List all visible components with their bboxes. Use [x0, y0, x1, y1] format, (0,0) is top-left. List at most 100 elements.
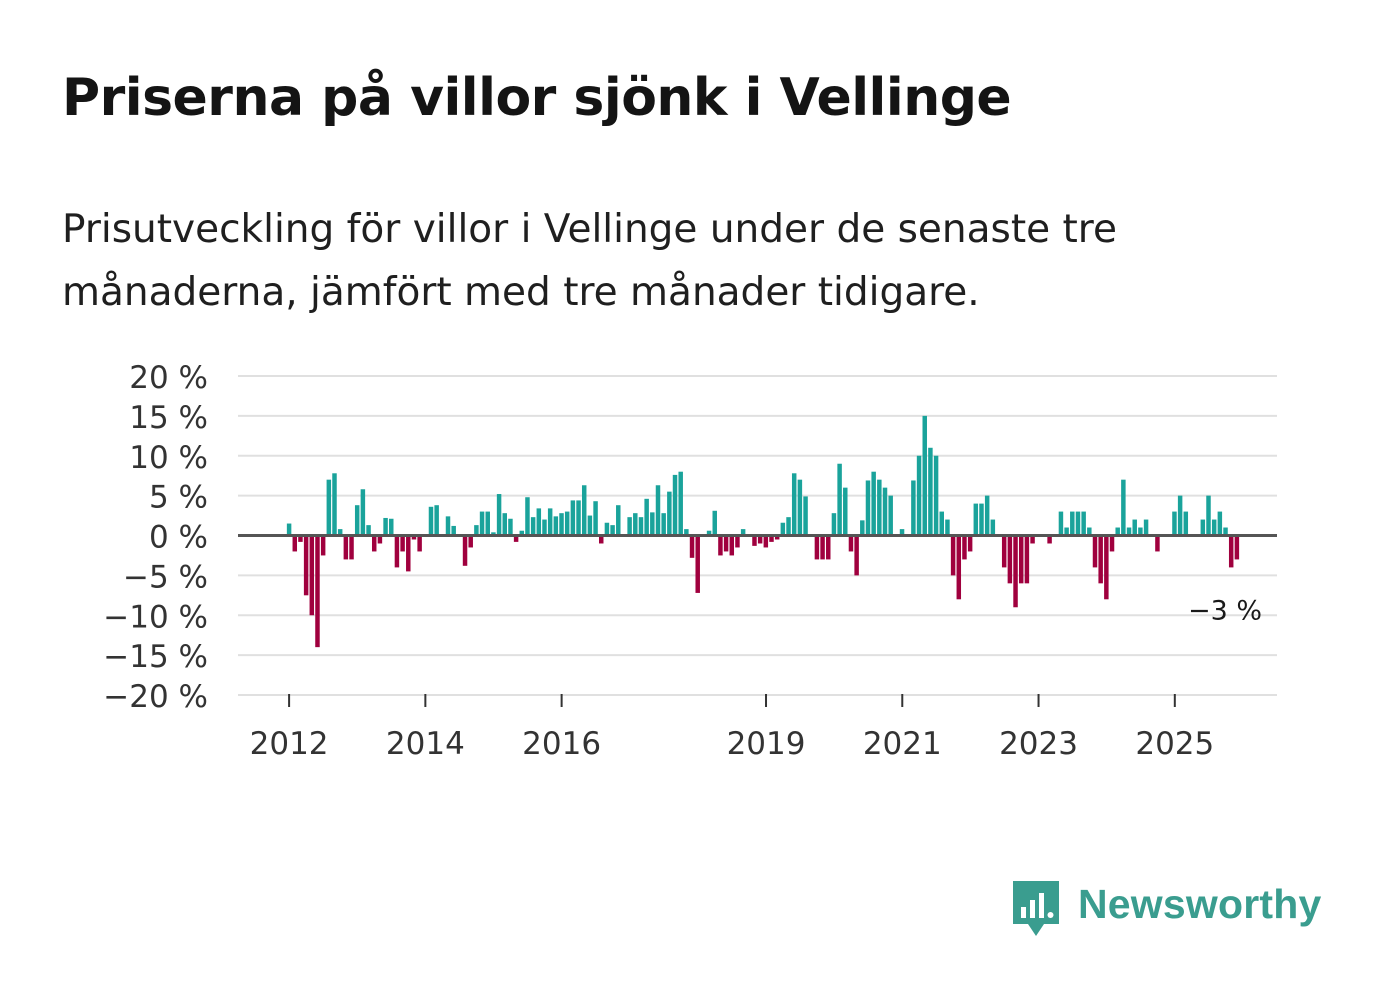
chart-title: Priserna på villor sjönk i Vellinge: [62, 68, 1012, 128]
bar-negative: [599, 535, 604, 544]
bar-positive: [984, 495, 990, 536]
bar-positive: [496, 494, 502, 536]
bar-positive: [1081, 511, 1086, 536]
bar-negative: [1007, 535, 1013, 584]
y-tick-label: −15 %: [103, 639, 208, 675]
bar-negative: [1155, 535, 1160, 552]
y-tick-label: 20 %: [129, 360, 208, 396]
bar-positive: [445, 516, 451, 536]
bar-positive: [638, 517, 644, 536]
bar-positive: [672, 474, 678, 536]
bar-positive: [1143, 519, 1149, 536]
bar-positive: [791, 473, 797, 536]
bar-negative: [735, 535, 740, 548]
bar-positive: [979, 503, 984, 536]
bar-positive: [644, 498, 649, 536]
bar-negative: [1047, 535, 1052, 544]
bar-negative: [1228, 535, 1234, 568]
bar-positive: [928, 447, 933, 536]
bar-positive: [1087, 527, 1092, 536]
y-tick-label: 10 %: [129, 440, 208, 476]
bar-positive: [916, 455, 922, 536]
bar-positive: [712, 510, 717, 536]
bar-positive: [1115, 527, 1120, 536]
bar-negative: [962, 535, 967, 560]
bar-negative: [406, 535, 411, 572]
bar-positive: [1211, 519, 1217, 536]
bar-positive: [332, 473, 337, 536]
bar-positive: [337, 529, 343, 536]
x-tick-label: 2014: [386, 726, 465, 762]
bar-positive: [366, 525, 371, 536]
bar-negative: [298, 535, 303, 542]
bar-negative: [956, 535, 962, 600]
bar-negative: [689, 535, 695, 558]
bar-negative: [718, 535, 723, 556]
bar-positive: [684, 529, 689, 536]
bar-negative: [1013, 535, 1018, 608]
bar-negative: [820, 535, 825, 560]
bar-positive: [610, 525, 615, 536]
bar-negative: [292, 535, 298, 552]
bar-positive: [360, 489, 366, 536]
x-tick-label: 2021: [863, 726, 942, 762]
x-tick-label: 2016: [522, 726, 601, 762]
bar-positive: [1058, 511, 1064, 536]
bar-positive: [485, 511, 490, 536]
bar-positive: [1177, 495, 1183, 536]
brand-name: Newsworthy: [1078, 881, 1322, 927]
bar-positive: [286, 523, 292, 536]
bar-positive: [1200, 519, 1206, 536]
bar-positive: [479, 511, 485, 536]
bar-positive: [797, 479, 803, 536]
bar-positive: [389, 518, 394, 536]
bar-positive: [780, 522, 786, 536]
bar-negative: [723, 535, 729, 552]
bar-negative: [854, 535, 859, 576]
x-tick-label: 2025: [1135, 726, 1214, 762]
bar-positive: [604, 522, 610, 536]
bar-positive: [678, 471, 683, 536]
bar-negative: [967, 535, 973, 552]
bar-negative: [729, 535, 735, 556]
bar-positive: [451, 525, 456, 536]
bar-positive: [1183, 511, 1189, 536]
bar-negative: [1018, 535, 1024, 584]
bar-positive: [502, 513, 507, 536]
bar-negative: [695, 535, 700, 593]
bar-positive: [1206, 495, 1211, 536]
bar-positive: [888, 495, 893, 536]
bar-negative: [1092, 535, 1098, 568]
bar-positive: [616, 505, 621, 536]
bar-positive: [530, 517, 536, 536]
bar-positive: [542, 519, 547, 536]
bar-positive: [547, 508, 553, 536]
bar-positive: [871, 471, 876, 536]
bar-negative: [769, 535, 774, 542]
bar-negative: [349, 535, 354, 560]
bar-positive: [911, 480, 916, 536]
bar-positive: [655, 485, 661, 536]
bar-negative: [1030, 535, 1035, 544]
bar-positive: [354, 505, 360, 536]
bar-negative: [309, 535, 315, 616]
bar-positive: [491, 532, 496, 536]
bar-negative: [394, 535, 400, 568]
bar-negative: [400, 535, 405, 552]
bar-negative: [1024, 535, 1030, 584]
bar-negative: [303, 535, 309, 596]
bar-positive: [803, 496, 808, 536]
bar-negative: [343, 535, 349, 560]
bar-positive: [519, 530, 525, 536]
x-tick-label: 2012: [250, 726, 329, 762]
bar-positive: [877, 479, 882, 536]
bar-positive: [428, 506, 434, 536]
bar-positive: [627, 517, 632, 536]
bar-negative: [774, 535, 780, 540]
bar-positive: [786, 517, 791, 536]
newsworthy-logo[interactable]: Newsworthy: [1010, 878, 1322, 940]
bar-negative: [1104, 535, 1109, 600]
bar-positive: [933, 455, 939, 536]
bar-negative: [417, 535, 422, 552]
